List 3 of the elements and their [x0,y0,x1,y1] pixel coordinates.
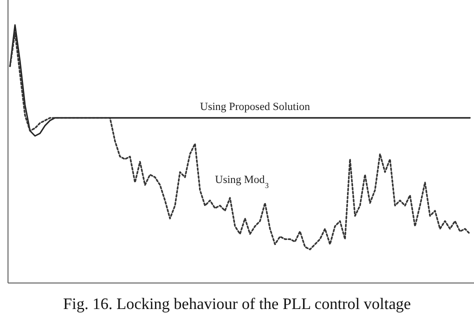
series-label: Using Proposed Solution [200,101,311,113]
series-label: Using Mod$_{3}$ [215,174,269,190]
text: Fig. 16. Locking behaviour of the PLL control voltage [63,296,411,313]
